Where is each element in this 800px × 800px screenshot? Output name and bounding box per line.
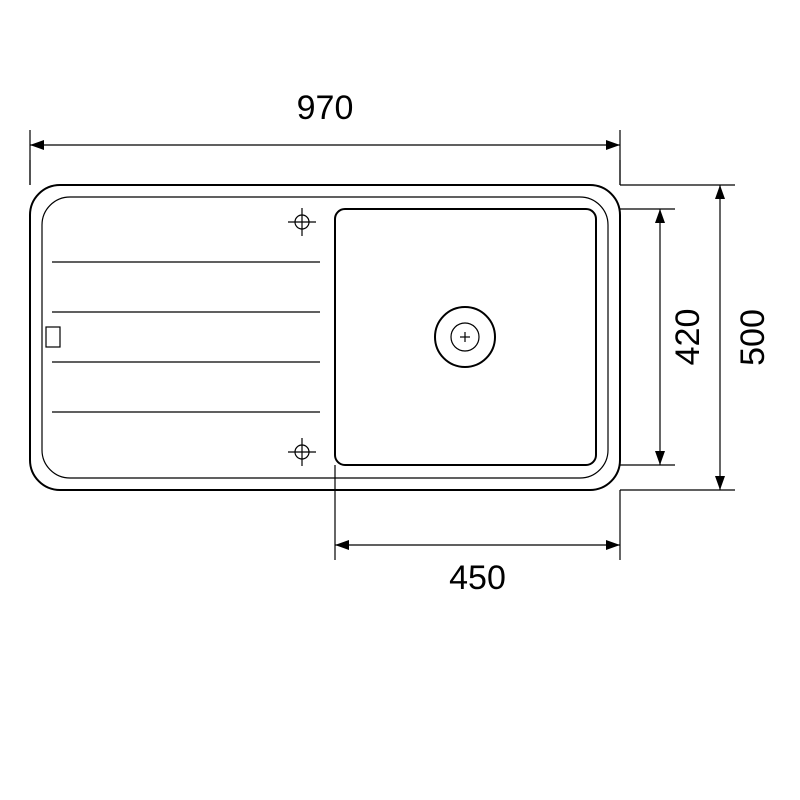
sink-technical-drawing: 970 450 500 420	[0, 0, 800, 800]
sink-inner-lip	[42, 197, 608, 478]
overflow-notch	[46, 327, 60, 347]
dim-label-overall-width: 970	[297, 89, 354, 127]
dim-label-bowl-width: 450	[449, 559, 506, 597]
sink-outer	[30, 185, 620, 490]
dim-label-overall-height: 500	[734, 309, 772, 366]
dim-label-bowl-height: 420	[669, 309, 707, 366]
